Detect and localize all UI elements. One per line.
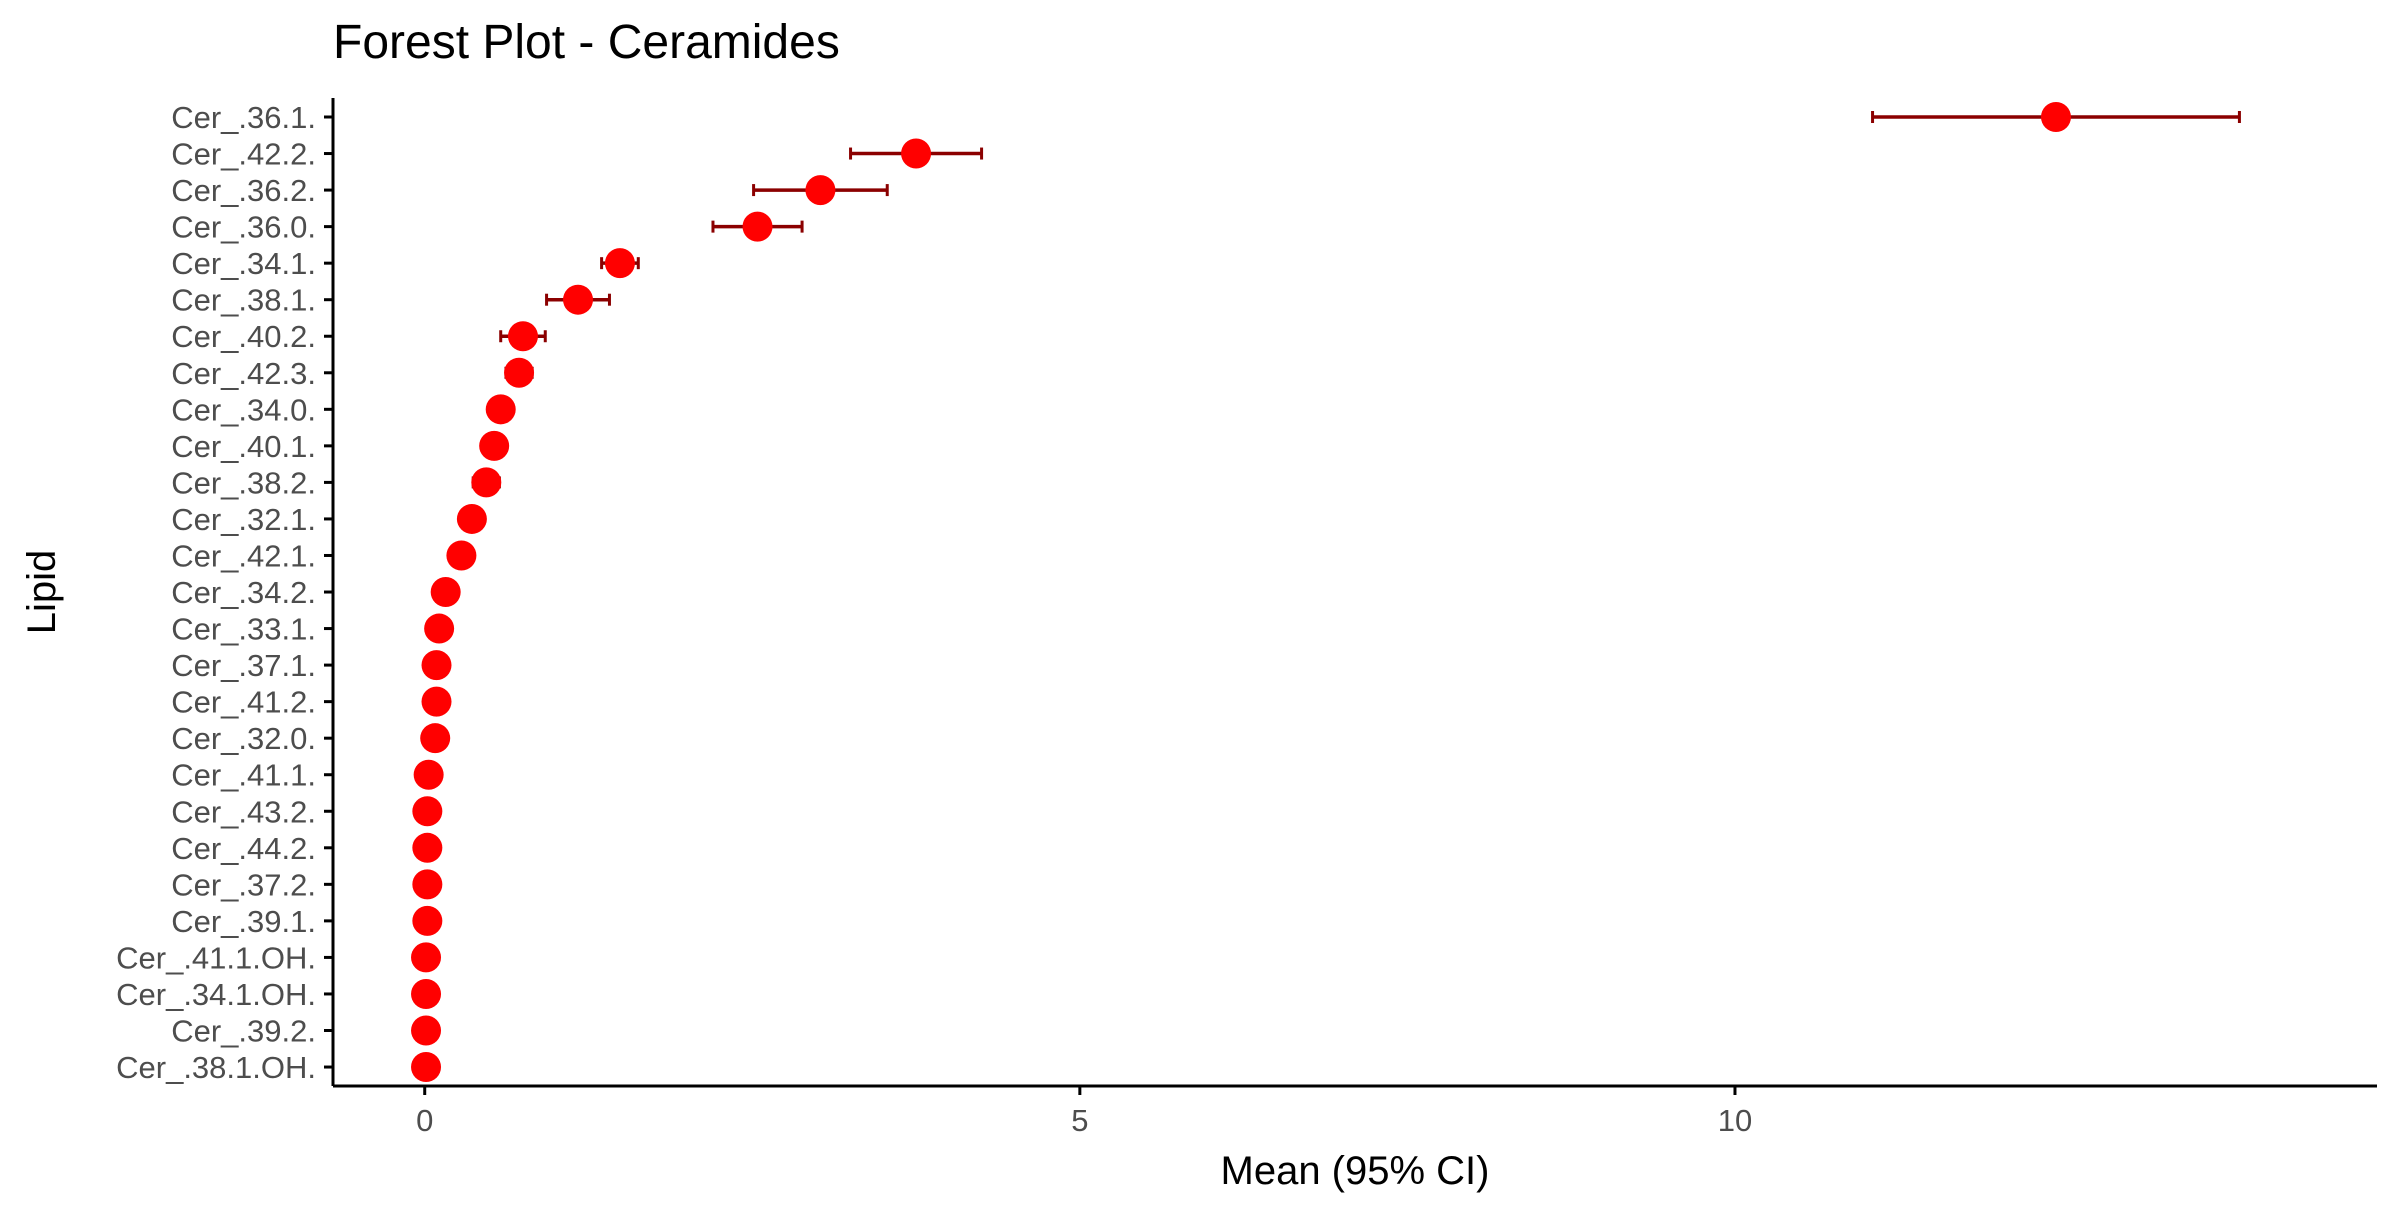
x-tick-label: 5 [1071, 1103, 1088, 1138]
mean-point [507, 321, 538, 352]
y-tick-label: Cer_.41.1. [171, 758, 316, 793]
x-axis-ticks: 0 5 10 [416, 1086, 1752, 1138]
y-tick-label: Cer_.37.1. [171, 648, 316, 683]
y-tick-label: Cer_.38.1. [171, 283, 316, 318]
y-tick-label: Cer_.34.1.OH. [116, 977, 316, 1012]
x-axis-title: Mean (95% CI) [1221, 1149, 1490, 1193]
mean-point [471, 467, 502, 498]
mean-point [742, 211, 773, 242]
mean-point [479, 430, 510, 461]
y-tick-label: Cer_.41.1.OH. [116, 940, 316, 975]
y-tick-label: Cer_.33.1. [171, 612, 316, 647]
mean-point [805, 175, 836, 206]
y-tick-label: Cer_.44.2. [171, 831, 316, 866]
mean-point [411, 978, 442, 1009]
y-tick-label: Cer_.40.2. [171, 319, 316, 354]
y-tick-label: Cer_.37.2. [171, 867, 316, 902]
mean-point [485, 394, 516, 425]
mean-point [412, 905, 443, 936]
x-tick-label: 10 [1718, 1103, 1752, 1138]
y-tick-label: Cer_.38.1.OH. [116, 1050, 316, 1085]
y-tick-label: Cer_.36.0. [171, 210, 316, 245]
x-tick-label: 0 [416, 1103, 433, 1138]
y-tick-label: Cer_.41.2. [171, 685, 316, 720]
mean-point [430, 577, 461, 608]
y-tick-label: Cer_.39.2. [171, 1014, 316, 1049]
mean-point [411, 1052, 442, 1083]
mean-point [446, 540, 477, 571]
plot-marks [411, 102, 2241, 1083]
mean-point [421, 686, 452, 717]
y-axis-ticks: Cer_.36.1.Cer_.42.2.Cer_.36.2.Cer_.36.0.… [116, 100, 333, 1085]
y-tick-label: Cer_.43.2. [171, 794, 316, 829]
mean-point [504, 357, 535, 388]
mean-point [412, 869, 443, 900]
mean-point [563, 284, 594, 315]
y-tick-label: Cer_.38.2. [171, 465, 316, 500]
mean-point [411, 1015, 442, 1046]
mean-point [413, 759, 444, 790]
y-tick-label: Cer_.34.2. [171, 575, 316, 610]
y-axis-title: Lipid [20, 550, 64, 635]
y-tick-label: Cer_.40.1. [171, 429, 316, 464]
y-tick-label: Cer_.39.1. [171, 904, 316, 939]
mean-point [424, 613, 455, 644]
mean-point [421, 650, 452, 681]
mean-point [901, 138, 932, 169]
y-tick-label: Cer_.32.1. [171, 502, 316, 537]
y-tick-label: Cer_.32.0. [171, 721, 316, 756]
mean-point [412, 832, 443, 863]
y-tick-label: Cer_.36.1. [171, 100, 316, 135]
chart-title: Forest Plot - Ceramides [333, 16, 840, 69]
mean-point [412, 796, 443, 827]
y-tick-label: Cer_.34.0. [171, 392, 316, 427]
mean-point [420, 723, 451, 754]
y-tick-label: Cer_.34.1. [171, 246, 316, 281]
mean-point [456, 503, 487, 534]
mean-point [604, 248, 635, 279]
y-tick-label: Cer_.42.2. [171, 137, 316, 172]
y-tick-label: Cer_.42.1. [171, 538, 316, 573]
mean-point [2040, 102, 2071, 132]
mean-point [411, 942, 442, 973]
y-tick-label: Cer_.42.3. [171, 356, 316, 391]
y-tick-label: Cer_.36.2. [171, 173, 316, 208]
